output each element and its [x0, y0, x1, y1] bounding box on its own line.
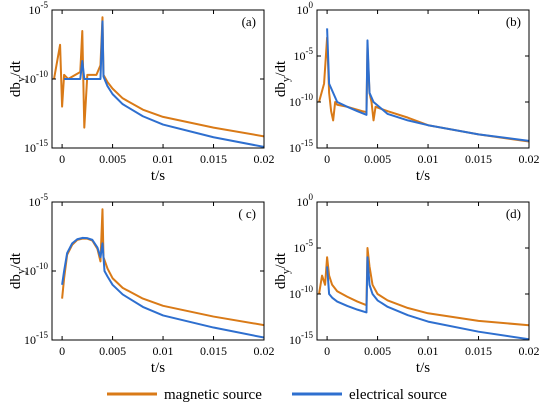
x-tick-label: 0.02: [519, 344, 540, 358]
x-tick-label: 0.015: [200, 344, 227, 358]
panel-4: 0 0.005 0.01 0.015 0.02 10-15 10-10 10-5 100 (d) t…: [273, 192, 540, 376]
panel-label: (b): [506, 14, 521, 29]
x-tick-label: 0.02: [254, 344, 275, 358]
panel-2: 0 0.005 0.01 0.015 0.02 10-15 10-10 10-5 100 (b) t…: [273, 0, 540, 184]
panels: 0 0.005 0.01 0.015 0.02 10-15 10-10 10-5 (a) t/s d…: [8, 0, 540, 376]
x-tick-label: 0.005: [99, 152, 126, 166]
series-magnetic-line: [61, 208, 264, 327]
y-axis-label: dby/dt: [8, 60, 27, 97]
x-axis-label: t/s: [416, 360, 430, 376]
x-tick-label: 0: [324, 152, 330, 166]
x-axis-label: t/s: [151, 360, 165, 376]
y-tick-label: 10-5: [29, 0, 49, 17]
series-electrical-line: [64, 20, 264, 148]
y-tick-label: 10-10: [24, 261, 48, 278]
series-electrical-line: [326, 256, 529, 340]
x-tick-label: 0: [324, 344, 330, 358]
x-tick-label: 0.005: [99, 344, 126, 358]
x-tick-label: 0.01: [418, 344, 439, 358]
x-tick-label: 0: [59, 152, 65, 166]
x-axis-label: t/s: [416, 168, 430, 184]
y-axis-label: dby/dt: [273, 252, 292, 289]
x-tick-label: 0.02: [254, 152, 275, 166]
x-tick-label: 0.005: [364, 344, 391, 358]
x-tick-label: 0.015: [200, 152, 227, 166]
series-magnetic-line: [318, 247, 529, 327]
x-tick-label: 0.015: [465, 152, 492, 166]
panel-label: (a): [242, 14, 256, 29]
series-magnetic-line: [318, 36, 529, 143]
y-tick-label: 10-5: [29, 192, 49, 209]
panel-3: 0 0.005 0.01 0.015 0.02 10-15 10-10 10-5 ( c) t/s…: [8, 192, 275, 376]
series-electrical-line: [326, 28, 529, 142]
y-tick-label: 100: [297, 0, 314, 17]
y-tick-label: 10-15: [24, 330, 48, 347]
y-tick-label: 10-10: [289, 284, 313, 301]
panel-1: 0 0.005 0.01 0.015 0.02 10-15 10-10 10-5 (a) t/s d…: [8, 0, 275, 184]
x-tick-label: 0.01: [153, 152, 174, 166]
panel-label: ( c): [238, 206, 256, 221]
series-electrical-line: [61, 236, 264, 339]
plot-frame: [316, 201, 530, 341]
y-tick-label: 10-15: [289, 330, 313, 347]
series-magnetic-line: [53, 16, 264, 138]
y-tick-label: 10-15: [289, 138, 313, 155]
y-axis-label: dby/dt: [8, 252, 27, 289]
x-tick-label: 0: [59, 344, 65, 358]
x-tick-label: 0.01: [418, 152, 439, 166]
y-tick-label: 10-5: [294, 46, 314, 63]
y-tick-label: 10-5: [294, 238, 314, 255]
y-tick-label: 100: [297, 192, 314, 209]
legend: magnetic source electrical source: [107, 387, 447, 403]
y-axis-label: dby/dt: [273, 60, 292, 97]
x-axis-label: t/s: [151, 168, 165, 184]
legend-electrical-label: electrical source: [349, 387, 447, 403]
panel-label: (d): [506, 206, 521, 221]
y-tick-label: 10-15: [24, 138, 48, 155]
x-tick-label: 0.005: [364, 152, 391, 166]
plot-frame: [316, 9, 530, 149]
x-tick-label: 0.02: [519, 152, 540, 166]
y-tick-label: 10-10: [24, 69, 48, 86]
x-tick-label: 0.01: [153, 344, 174, 358]
x-tick-label: 0.015: [465, 344, 492, 358]
legend-magnetic-label: magnetic source: [164, 387, 262, 403]
y-tick-label: 10-10: [289, 92, 313, 109]
